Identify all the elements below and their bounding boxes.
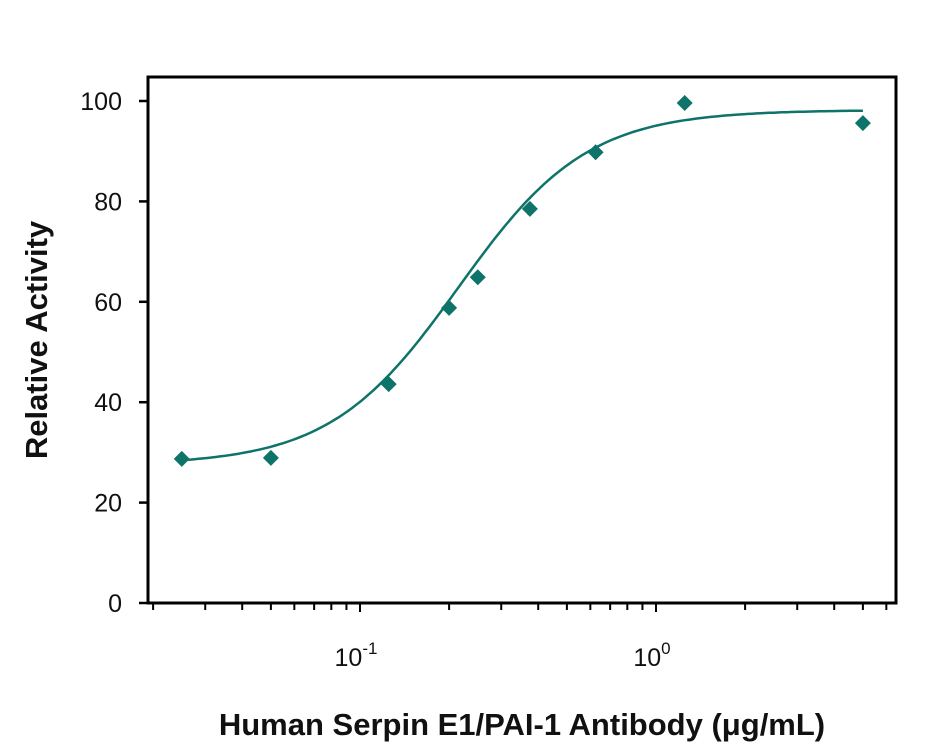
x-tick-label: 10-1 [335, 639, 378, 672]
data-point-diamond [521, 200, 538, 217]
x-axis: 10-1 100 [152, 603, 888, 672]
y-tick-label: 40 [94, 389, 122, 417]
data-point-diamond [380, 376, 397, 393]
data-point-diamond [262, 449, 279, 466]
data-point-diamond [854, 115, 871, 132]
data-point-diamond [441, 299, 458, 316]
y-tick-label: 60 [94, 289, 122, 317]
y-axis: 0 20 40 60 80 100 [80, 88, 148, 618]
fit-curve [181, 109, 863, 462]
y-tick-label: 100 [80, 88, 122, 116]
data-point-diamond [173, 450, 190, 467]
data-points [173, 95, 871, 467]
data-point-diamond [587, 144, 604, 161]
y-tick-label: 80 [94, 188, 122, 216]
x-axis-title: Human Serpin E1/PAI-1 Antibody (μg/mL) [219, 707, 825, 742]
data-point-diamond [676, 95, 693, 112]
y-tick-label: 0 [108, 590, 122, 618]
data-point-diamond [469, 269, 486, 286]
x-tick-label: 100 [633, 639, 670, 672]
plot-frame [146, 75, 898, 605]
y-axis-title: Relative Activity [19, 220, 54, 459]
y-tick-label: 20 [94, 490, 122, 518]
